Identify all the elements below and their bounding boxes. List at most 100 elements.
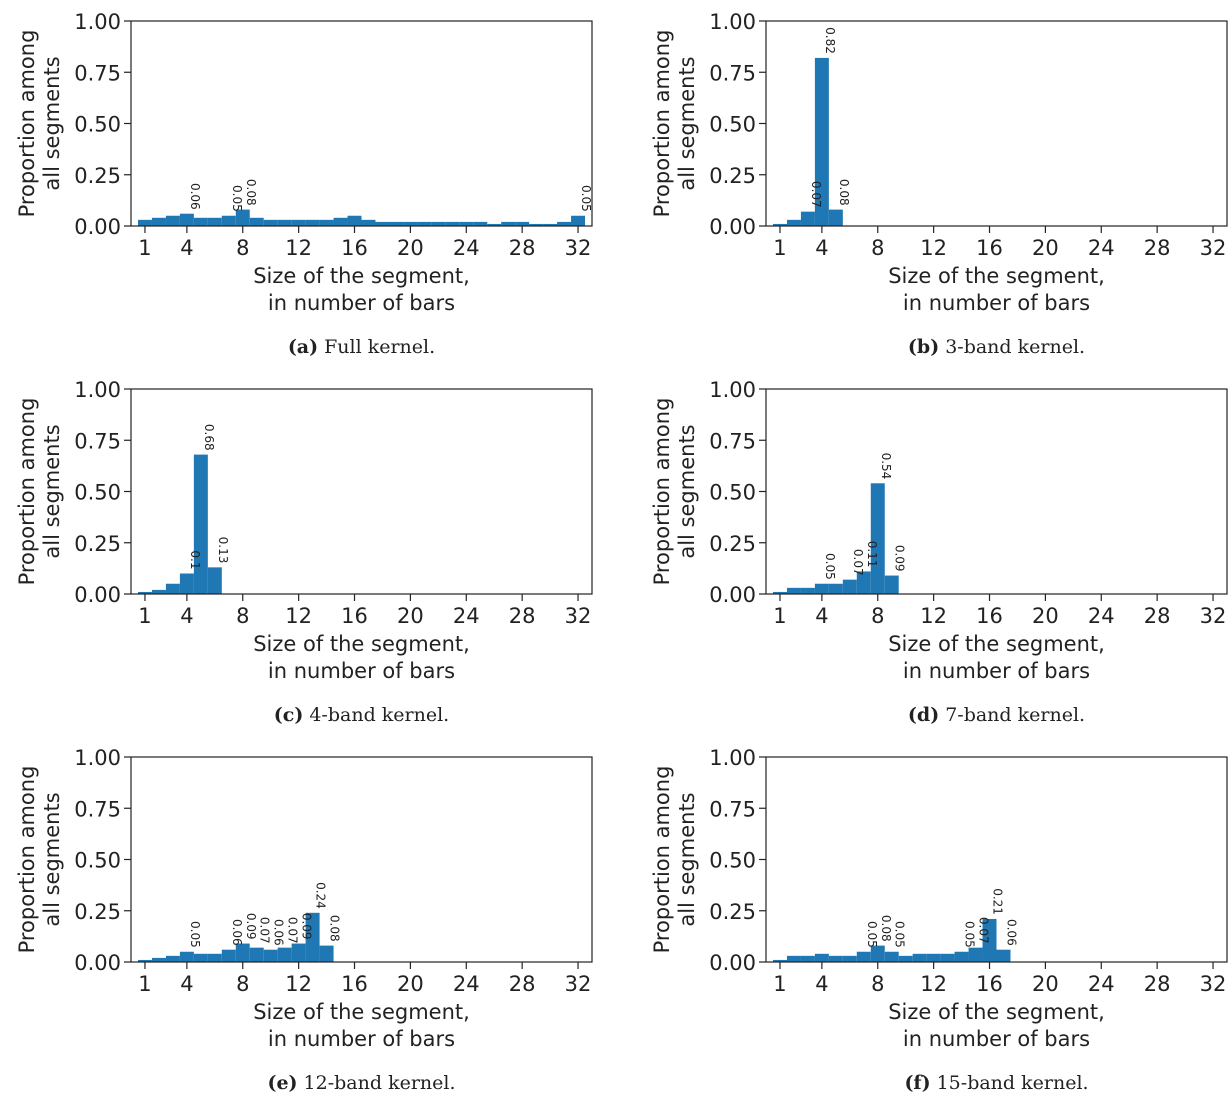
bar-value-label: 0.05 xyxy=(188,921,202,948)
bar xyxy=(305,912,320,962)
bar xyxy=(235,943,250,962)
y-tick-label: 0.50 xyxy=(74,113,121,137)
bar xyxy=(151,589,166,594)
bar xyxy=(529,223,544,226)
bar xyxy=(207,953,222,962)
bar-value-label: 0.06 xyxy=(230,919,244,946)
bar xyxy=(800,587,815,594)
bar xyxy=(487,223,502,226)
bar-value-label: 0.09 xyxy=(893,545,907,572)
bar xyxy=(557,221,572,226)
bar xyxy=(179,951,194,962)
x-tick-label: 24 xyxy=(1088,604,1115,628)
bar xyxy=(179,573,194,594)
bar xyxy=(249,947,264,962)
chart-panel-4: 0.05 0.06 0.09 0.07 0.06 0.07 0.090.240.080.00… xyxy=(15,746,593,1094)
y-axis-label-line2: all segments xyxy=(675,792,699,926)
x-tick-label: 20 xyxy=(397,604,424,628)
bar xyxy=(772,959,787,962)
y-tick-label: 0.75 xyxy=(709,61,756,85)
x-tick-label: 8 xyxy=(236,972,249,996)
chart-panel-1: 0.07 0.82 0.08 0.00 0.25 0.50 0.75 1.00 1 4 8 12 16 2… xyxy=(650,10,1228,358)
caption-text: 15-band kernel. xyxy=(937,1072,1089,1094)
bar-value-label: 0.05 xyxy=(963,921,977,948)
bar xyxy=(165,215,180,226)
bar-value-label: 0.08 xyxy=(879,915,893,942)
x-tick-label: 4 xyxy=(815,236,828,260)
bar xyxy=(996,949,1011,962)
bar-value-label: 0.24 xyxy=(314,882,328,909)
bar xyxy=(193,217,208,226)
bar-value-label: 0.13 xyxy=(216,537,230,564)
bar xyxy=(884,951,899,962)
bar xyxy=(912,953,927,962)
bar xyxy=(375,221,390,226)
x-axis-label-line1: Size of the segment, xyxy=(888,264,1105,288)
bar xyxy=(459,221,474,226)
bar xyxy=(786,587,801,594)
bar xyxy=(305,219,320,226)
x-tick-label: 28 xyxy=(1144,604,1171,628)
x-tick-label: 1 xyxy=(138,604,151,628)
bar xyxy=(501,221,516,226)
x-tick-label: 1 xyxy=(138,972,151,996)
y-tick-label: 0.25 xyxy=(709,164,756,188)
x-axis-label-line2: in number of bars xyxy=(268,659,455,683)
y-tick-label: 0.50 xyxy=(709,481,756,505)
x-tick-label: 32 xyxy=(1200,604,1227,628)
x-tick-label: 32 xyxy=(1200,972,1227,996)
x-tick-label: 12 xyxy=(285,236,312,260)
y-axis-label-line2: all segments xyxy=(40,424,64,558)
caption-text: 4-band kernel. xyxy=(309,704,449,726)
y-tick-label: 0.00 xyxy=(709,583,756,607)
x-tick-label: 1 xyxy=(773,604,786,628)
bar xyxy=(856,951,871,962)
y-tick-label: 0.00 xyxy=(709,951,756,975)
bar xyxy=(151,957,166,962)
x-tick-label: 28 xyxy=(1144,972,1171,996)
bar xyxy=(277,219,292,226)
bar xyxy=(926,953,941,962)
bar xyxy=(772,591,787,594)
x-axis-label-line2: in number of bars xyxy=(268,291,455,315)
x-tick-label: 16 xyxy=(341,236,368,260)
bar xyxy=(571,215,586,226)
y-axis-label-line1: Proportion among xyxy=(650,30,674,218)
y-tick-label: 0.00 xyxy=(74,951,121,975)
bar xyxy=(333,217,348,226)
x-axis-label-line2: in number of bars xyxy=(903,1027,1090,1051)
bar xyxy=(814,57,829,227)
y-axis-label-line2: all segments xyxy=(40,792,64,926)
bar xyxy=(263,949,278,962)
bar xyxy=(515,221,530,226)
bar-value-label: 0.05 xyxy=(865,921,879,948)
bar xyxy=(786,219,801,226)
bar-value-label: 0.06 xyxy=(188,183,202,210)
y-tick-label: 0.75 xyxy=(74,61,121,85)
x-tick-label: 24 xyxy=(453,236,480,260)
bar xyxy=(842,579,857,594)
bar xyxy=(137,959,152,962)
x-tick-label: 32 xyxy=(565,236,592,260)
y-tick-label: 0.25 xyxy=(74,532,121,556)
chart-panel-3: 0.05 0.07 0.11 0.54 0.09 0.00 0.25 0.50 0.75 1.00… xyxy=(650,378,1228,726)
bar xyxy=(800,211,815,226)
x-tick-label: 8 xyxy=(236,604,249,628)
y-tick-label: 0.00 xyxy=(74,583,121,607)
bar xyxy=(814,583,829,594)
bar-value-label: 0.68 xyxy=(202,424,216,451)
bar xyxy=(786,955,801,962)
bar xyxy=(221,215,236,226)
x-tick-label: 20 xyxy=(397,236,424,260)
bar xyxy=(235,209,250,226)
x-tick-label: 20 xyxy=(1032,604,1059,628)
caption-tag: (e) xyxy=(267,1072,297,1094)
x-tick-label: 20 xyxy=(1032,236,1059,260)
caption-text: 3-band kernel. xyxy=(945,336,1085,358)
bar xyxy=(193,953,208,962)
bar xyxy=(800,955,815,962)
x-tick-label: 8 xyxy=(871,604,884,628)
y-tick-label: 1.00 xyxy=(74,378,121,402)
x-tick-label: 32 xyxy=(565,604,592,628)
bar-value-label: 0.08 xyxy=(837,179,851,206)
